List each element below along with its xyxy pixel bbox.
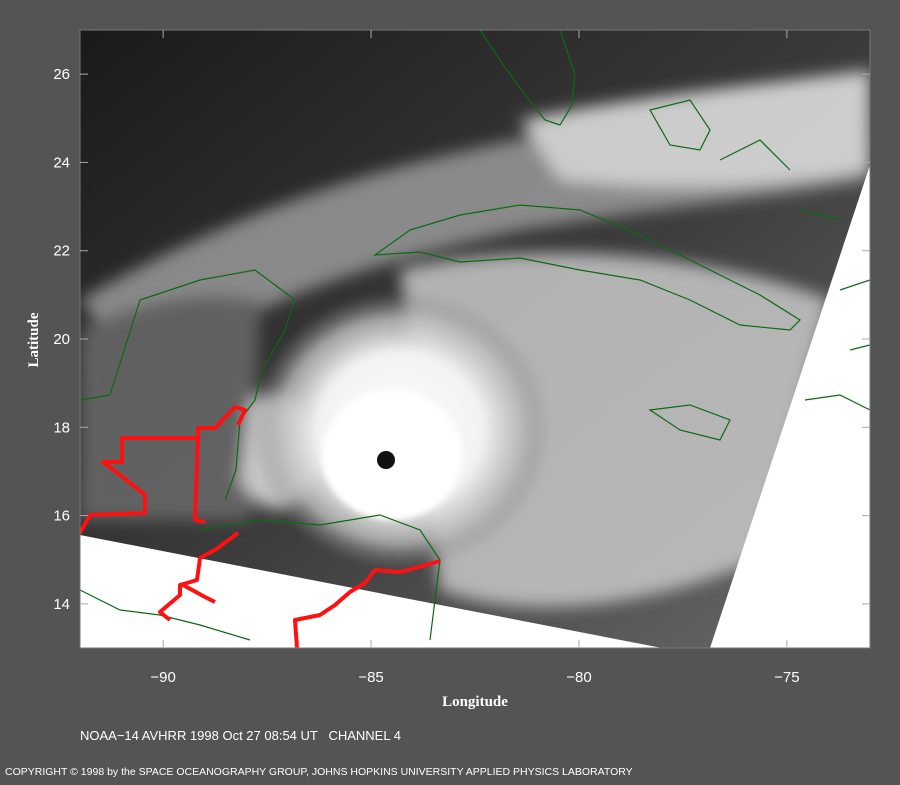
- y-tick-label: 18: [53, 419, 70, 436]
- y-tick-label: 26: [53, 66, 70, 83]
- caption: NOAA−14 AVHRR 1998 Oct 27 08:54 UT CHANN…: [80, 728, 401, 743]
- y-tick-label: 16: [53, 508, 70, 525]
- y-axis-title: Latitude: [26, 312, 42, 367]
- x-tick-label: −80: [566, 669, 591, 686]
- x-tick-label: −85: [358, 669, 383, 686]
- y-tick-label: 24: [53, 154, 70, 171]
- satellite-image: [80, 30, 870, 648]
- y-tick-label: 14: [53, 596, 70, 613]
- x-tick-label: −90: [150, 669, 175, 686]
- y-tick-label: 20: [53, 331, 70, 348]
- x-tick-label: −75: [774, 669, 799, 686]
- x-axis-title: Longitude: [442, 694, 508, 710]
- copyright: COPYRIGHT © 1998 by the SPACE OCEANOGRAP…: [5, 766, 633, 778]
- y-tick-label: 22: [53, 243, 70, 260]
